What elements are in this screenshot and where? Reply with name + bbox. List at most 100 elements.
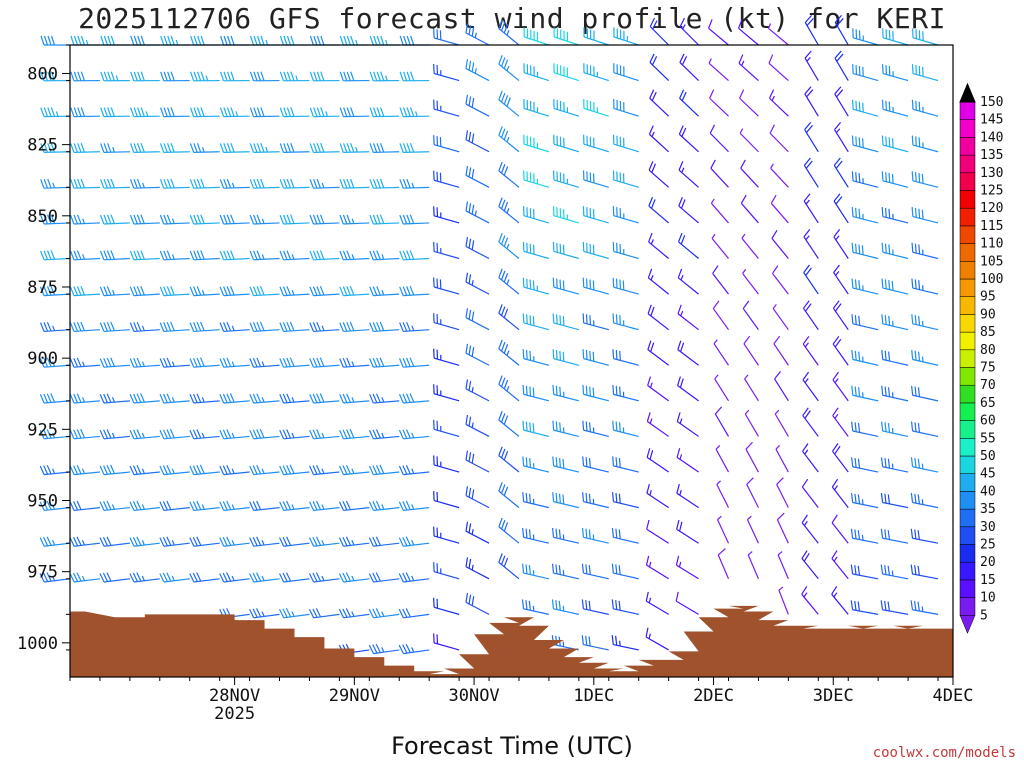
barb-flag [399, 214, 404, 225]
wind-barb [881, 314, 909, 331]
barb-flag [885, 136, 887, 146]
barb-flag [345, 572, 352, 582]
wind-barb [339, 285, 370, 297]
barb-flag [589, 315, 592, 325]
wind-barb [804, 14, 819, 46]
barb-flag [342, 250, 348, 260]
barb-flag [133, 250, 138, 260]
barb-flag [106, 393, 112, 403]
barb-flag [679, 378, 684, 388]
barb-staff [882, 180, 909, 188]
wind-barb [159, 250, 190, 261]
barb-flag [136, 500, 142, 510]
wind-barb [249, 393, 280, 404]
barb-flag [914, 315, 917, 325]
barb-flag [406, 321, 411, 332]
barb-flag [409, 214, 415, 224]
wind-barb [774, 409, 789, 437]
wind-barb [498, 410, 520, 437]
wind-barb [368, 464, 400, 476]
barb-staff [882, 37, 909, 46]
barb-staff [524, 36, 550, 46]
barb-half-flag [231, 182, 235, 189]
barb-flag [77, 35, 82, 46]
barb-staff [163, 151, 190, 154]
barb-flag [465, 343, 469, 354]
barb-flag [887, 565, 891, 576]
barb-flag [219, 107, 225, 117]
wind-barb [465, 165, 490, 188]
wind-barb [219, 285, 250, 297]
barb-flag [468, 238, 472, 249]
barb-staff [834, 57, 849, 81]
barb-staff [613, 250, 639, 260]
barb-flag [498, 375, 503, 385]
wind-barb [219, 321, 250, 333]
barb-flag [406, 107, 411, 117]
credit-link[interactable]: coolwx.com/models [872, 745, 1016, 761]
barb-flag [615, 385, 618, 396]
barb-flag [279, 501, 285, 511]
wind-barb [552, 420, 579, 438]
wind-barb [433, 63, 460, 82]
wind-barb [833, 264, 849, 295]
wind-barb [368, 643, 400, 655]
barb-staff [523, 72, 550, 82]
barb-flag [279, 465, 285, 475]
barb-flag [346, 357, 351, 367]
barb-flag [503, 166, 509, 176]
wind-barb [768, 89, 789, 117]
barb-staff [553, 215, 580, 224]
barb-flag [854, 350, 857, 361]
barb-flag [342, 608, 348, 618]
wind-barb [742, 268, 759, 295]
barb-staff [193, 542, 220, 547]
wind-barb [833, 229, 849, 259]
barb-flag [99, 573, 105, 583]
barb-staff [223, 186, 250, 189]
wind-barb [679, 89, 699, 117]
barb-staff [802, 415, 819, 437]
barb-staff [193, 578, 220, 583]
wind-barb [99, 321, 130, 333]
barb-flag [399, 250, 404, 261]
barb-flag [222, 393, 228, 403]
wind-barb [498, 55, 520, 82]
barb-flag [309, 358, 315, 368]
barb-staff [163, 257, 190, 261]
barb-flag [136, 429, 142, 439]
barb-flag [471, 453, 475, 464]
barb-flag [76, 536, 82, 546]
barb-staff [433, 642, 460, 651]
barb-staff [648, 169, 670, 188]
wind-barb [772, 265, 789, 295]
barb-flag [380, 71, 385, 81]
barb-flag [200, 178, 205, 189]
barb-flag [39, 573, 45, 583]
barb-staff [433, 606, 460, 615]
barb-flag [80, 35, 86, 46]
barb-flag [219, 179, 225, 189]
barb-flag [190, 71, 195, 81]
barb-flag [163, 286, 168, 296]
wind-barb [309, 357, 340, 368]
barb-half-flag [381, 432, 385, 439]
barb-flag [47, 35, 52, 46]
barb-flag [129, 429, 135, 440]
wind-barb [339, 250, 370, 261]
barb-half-flag [679, 490, 682, 496]
barb-flag [312, 250, 318, 260]
barb-half-flag [201, 504, 205, 510]
barb-flag [681, 127, 687, 137]
wind-barb [309, 71, 340, 82]
barb-flag [342, 501, 348, 511]
barb-staff [193, 186, 220, 189]
barb-flag [369, 286, 374, 296]
barb-flag [282, 608, 288, 618]
barb-flag [884, 315, 887, 325]
wind-barb [339, 357, 370, 368]
barb-flag [309, 179, 314, 189]
wind-barb [219, 536, 250, 547]
barb-staff [73, 329, 100, 333]
barb-half-flag [265, 146, 269, 153]
